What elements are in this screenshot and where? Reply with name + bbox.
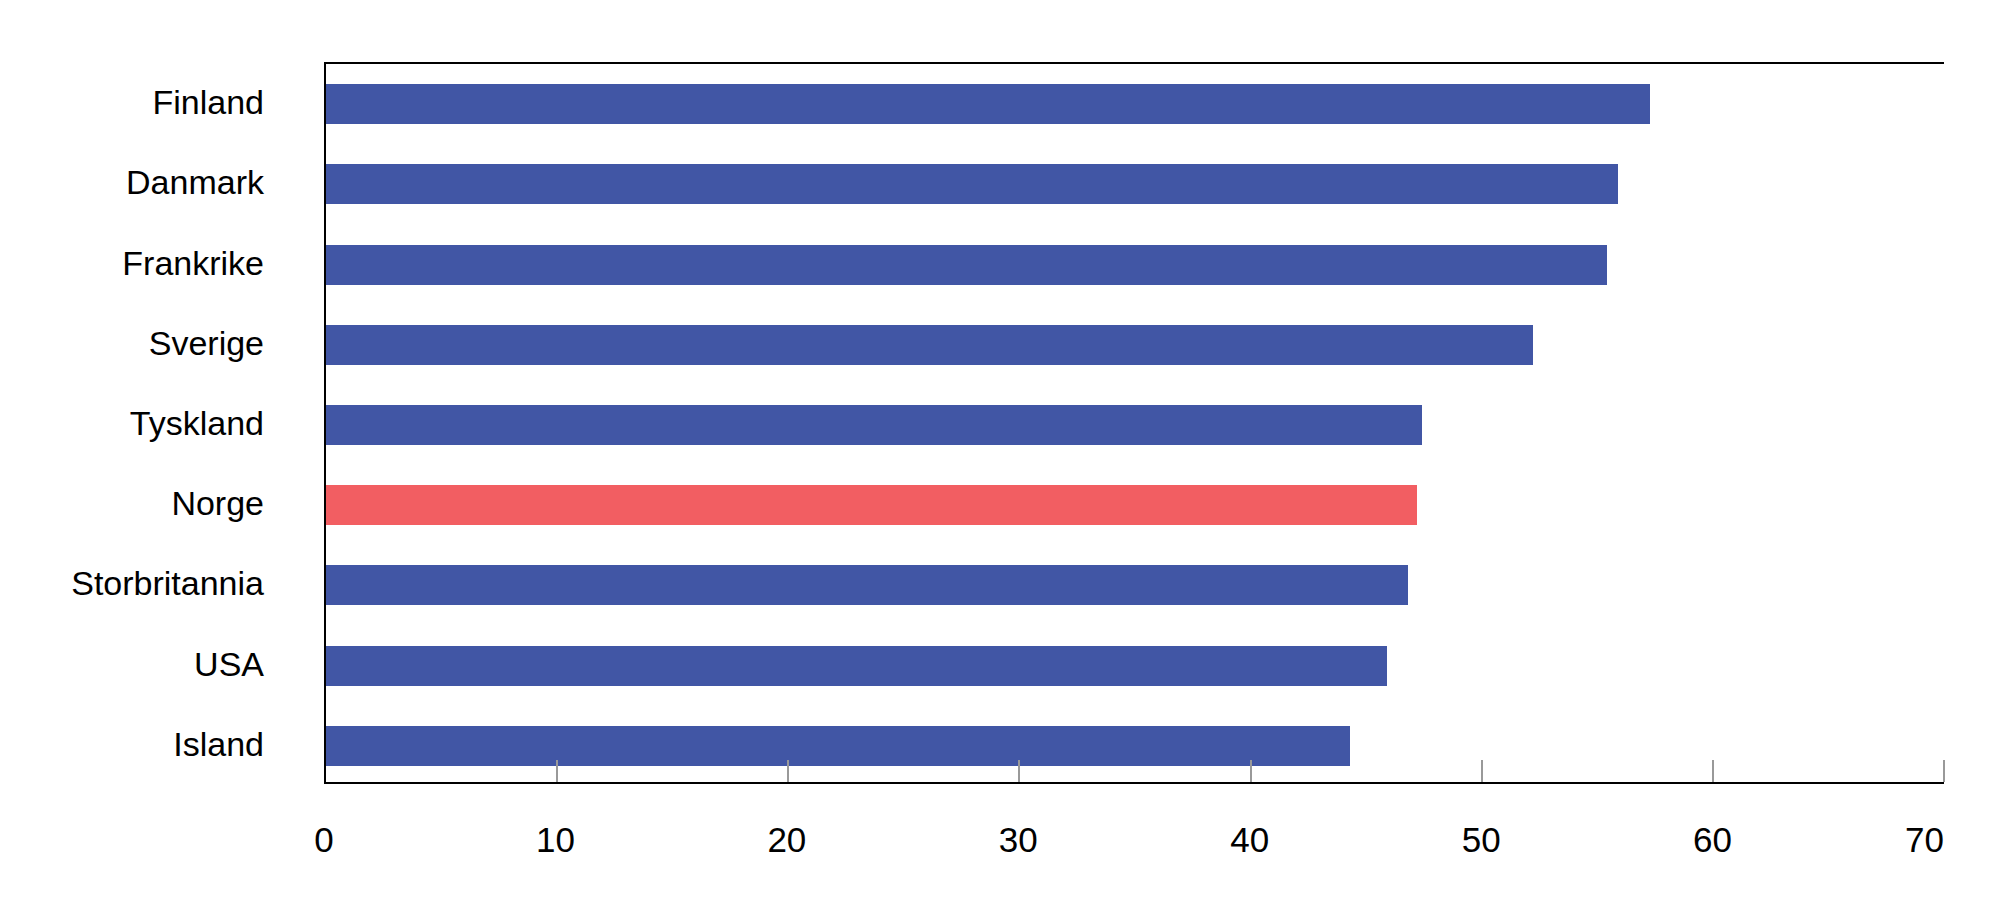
- x-tick-label-10: 10: [536, 820, 575, 860]
- bar-finland: [326, 84, 1650, 124]
- x-tick-50: [1481, 760, 1483, 782]
- bar-sverige: [326, 325, 1533, 365]
- chart-figure: Finland Danmark Frankrike Sverige Tyskland No…: [0, 0, 2000, 908]
- category-label-danmark: Danmark: [0, 162, 264, 202]
- category-label-finland: Finland: [0, 82, 264, 122]
- category-label-frankrike: Frankrike: [0, 243, 264, 283]
- plot-area: [324, 62, 1944, 784]
- category-label-usa: USA: [0, 644, 264, 684]
- category-label-island: Island: [0, 724, 264, 764]
- category-label-storbritannia: Storbritannia: [0, 563, 264, 603]
- x-tick-label-40: 40: [1230, 820, 1269, 860]
- bar-danmark: [326, 164, 1618, 204]
- x-tick-label-20: 20: [767, 820, 806, 860]
- x-tick-label-30: 30: [999, 820, 1038, 860]
- x-axis-labels: 0 10 20 30 40 50 60 70: [0, 820, 2000, 870]
- bar-island: [326, 726, 1350, 766]
- x-tick-70: [1943, 760, 1945, 782]
- category-label-norge: Norge: [0, 483, 264, 523]
- x-tick-label-0: 0: [314, 820, 333, 860]
- bar-tyskland: [326, 405, 1422, 445]
- bar-storbritannia: [326, 565, 1408, 605]
- category-label-tyskland: Tyskland: [0, 403, 264, 443]
- bar-usa: [326, 646, 1387, 686]
- x-tick-60: [1712, 760, 1714, 782]
- bar-frankrike: [326, 245, 1607, 285]
- x-tick-10: [556, 760, 558, 782]
- x-tick-label-70: 70: [1905, 820, 1944, 860]
- x-tick-label-60: 60: [1693, 820, 1732, 860]
- bar-norge: [326, 485, 1417, 525]
- x-tick-label-50: 50: [1462, 820, 1501, 860]
- x-tick-40: [1250, 760, 1252, 782]
- category-labels: Finland Danmark Frankrike Sverige Tyskland No…: [0, 62, 264, 784]
- x-tick-30: [1018, 760, 1020, 782]
- category-label-sverige: Sverige: [0, 323, 264, 363]
- x-tick-20: [787, 760, 789, 782]
